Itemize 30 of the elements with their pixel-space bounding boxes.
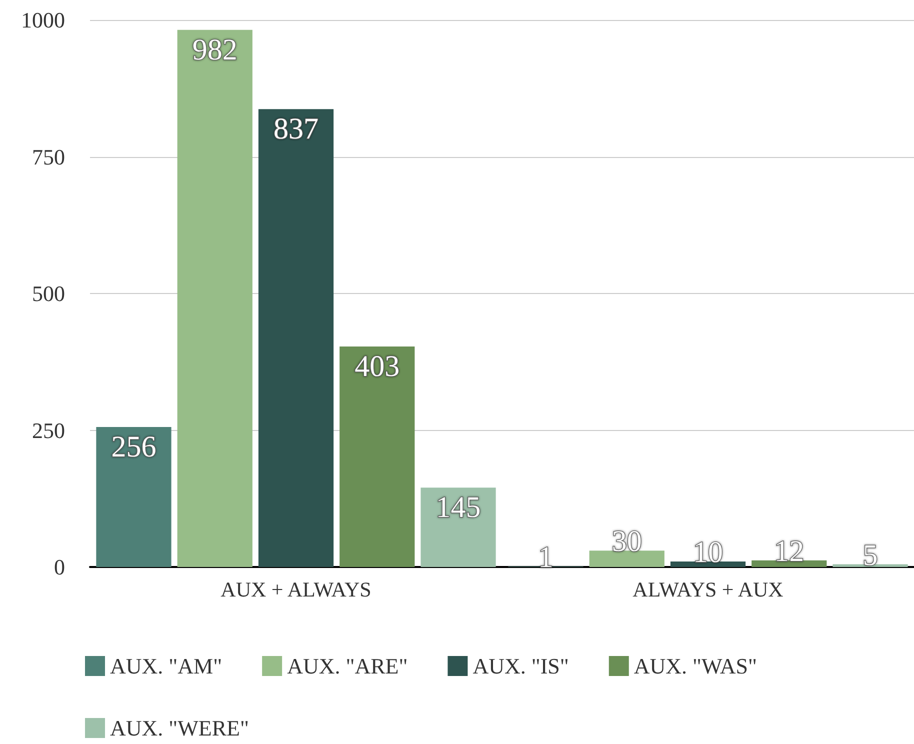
data-label: 256 xyxy=(111,430,156,464)
legend-label: AUX. "WAS" xyxy=(634,654,757,678)
legend-label: AUX. "WERE" xyxy=(110,716,249,740)
data-label: 1 xyxy=(538,540,554,574)
bar xyxy=(340,346,415,567)
y-tick-label: 500 xyxy=(32,281,65,306)
data-label: 145 xyxy=(436,491,481,524)
data-label: 12 xyxy=(774,534,804,568)
data-label: 403 xyxy=(354,350,400,384)
bar xyxy=(420,488,496,567)
y-tick-label: 0 xyxy=(54,554,65,580)
data-label: 10 xyxy=(693,536,723,570)
bar xyxy=(177,30,252,567)
data-label: 5 xyxy=(862,538,878,572)
bar xyxy=(258,109,334,567)
bar xyxy=(670,562,746,567)
data-label: 982 xyxy=(192,33,238,66)
legend-label: AUX. "IS" xyxy=(472,654,569,678)
x-tick-label: AUX + ALWAYS xyxy=(220,578,372,602)
y-tick-label: 1000 xyxy=(21,8,65,32)
data-label: 30 xyxy=(612,525,642,558)
bar xyxy=(96,426,172,567)
bar xyxy=(589,550,664,567)
y-tick-label: 750 xyxy=(32,144,65,170)
x-tick-label: ALWAYS + AUX xyxy=(632,578,784,602)
data-label: 837 xyxy=(274,112,318,146)
y-tick-label: 250 xyxy=(32,418,65,443)
legend-label: AUX. "ARE" xyxy=(287,654,408,678)
bar xyxy=(752,560,827,567)
legend-label: AUX. "AM" xyxy=(110,654,222,678)
